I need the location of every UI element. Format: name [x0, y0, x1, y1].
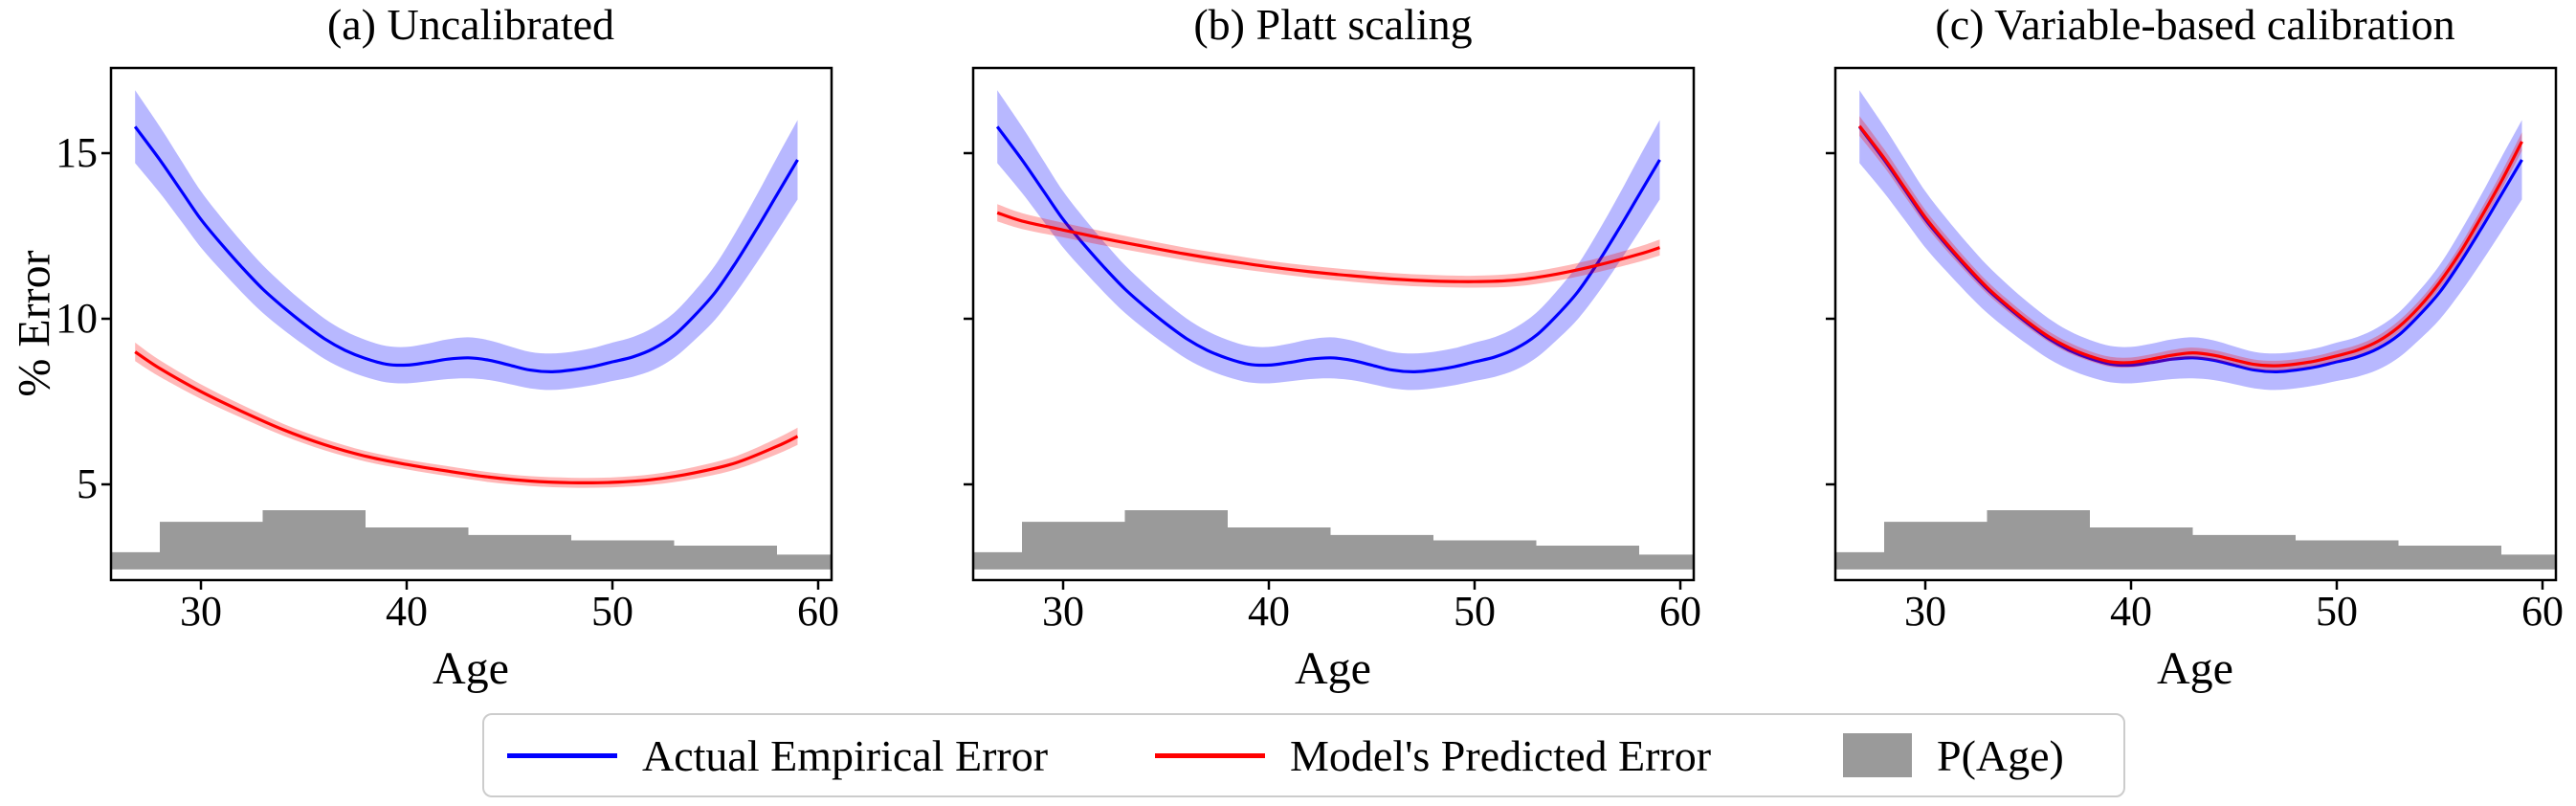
p-age-histogram	[973, 510, 1694, 570]
predicted-error-line	[1857, 124, 2523, 368]
x-tick-label: 40	[386, 588, 428, 635]
legend-label: P(Age)	[1937, 730, 2064, 780]
axes-frame	[971, 66, 1696, 582]
red-line-swatch	[1155, 752, 1265, 758]
x-tick-label: 60	[2521, 588, 2564, 635]
x-tick-label: 40	[1248, 588, 1290, 635]
p-age-histogram	[111, 510, 832, 570]
legend-label: Actual Empirical Error	[642, 730, 1049, 780]
p-age-histogram	[1835, 510, 2556, 570]
predicted-error-line	[134, 350, 799, 485]
x-tick-label: 50	[1454, 588, 1496, 635]
y-tick-label: 10	[56, 295, 98, 342]
legend-item-p-age: P(Age)	[1843, 715, 2064, 795]
axes-frame	[1833, 66, 2558, 582]
x-tick-label: 40	[2110, 588, 2152, 635]
x-tick-label: 50	[2316, 588, 2358, 635]
legend-item-actual-error: Actual Empirical Error	[507, 715, 1048, 795]
gray-patch-swatch	[1843, 733, 1912, 777]
legend: Actual Empirical Error Model's Predicted…	[482, 713, 2125, 797]
x-tick-label: 60	[797, 588, 839, 635]
actual-empirical-error-band	[997, 90, 1660, 391]
x-tick-label: 30	[1042, 588, 1084, 635]
x-axis-label-a: Age	[433, 643, 509, 694]
actual-empirical-error-band	[1859, 90, 2522, 391]
predicted-error-band	[997, 204, 1660, 288]
panel-a-title: (a) Uncalibrated	[326, 0, 615, 49]
panel-b-plot	[964, 66, 1696, 590]
predicted-error-line	[996, 211, 1661, 283]
panel-c-plot	[1826, 66, 2558, 590]
x-tick-label: 50	[591, 588, 633, 635]
y-tick-label: 5	[77, 460, 98, 507]
panel-a-plot	[101, 66, 833, 590]
actual-empirical-error-band	[135, 90, 798, 391]
panel-c-title: (c) Variable-based calibration	[1935, 0, 2455, 49]
x-axis-label-b: Age	[1295, 643, 1371, 694]
x-tick-label: 30	[1904, 588, 1946, 635]
blue-line-swatch	[507, 752, 617, 758]
x-tick-label: 30	[180, 588, 222, 635]
y-tick-label: 15	[56, 129, 98, 176]
x-axis-label-c: Age	[2157, 643, 2233, 694]
axes-frame	[109, 66, 833, 582]
panel-b-title: (b) Platt scaling	[1193, 0, 1473, 49]
x-tick-label: 60	[1659, 588, 1701, 635]
actual-empirical-error-line	[133, 125, 799, 374]
legend-label: Model's Predicted Error	[1290, 730, 1712, 780]
actual-empirical-error-line	[995, 125, 1661, 374]
legend-item-predicted-error: Model's Predicted Error	[1155, 715, 1711, 795]
